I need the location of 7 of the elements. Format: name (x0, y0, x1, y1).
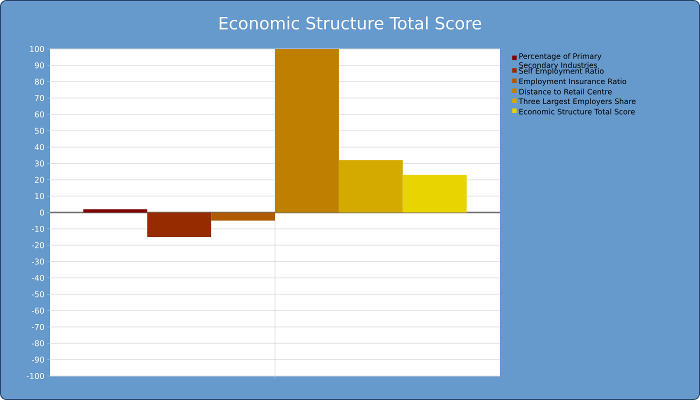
bar (275, 48, 339, 212)
chart-title: Economic Structure Total Score (220, 16, 482, 30)
bar (83, 209, 148, 212)
bar (147, 212, 212, 238)
bar (211, 212, 276, 221)
bar (402, 174, 467, 212)
bar (338, 160, 403, 212)
